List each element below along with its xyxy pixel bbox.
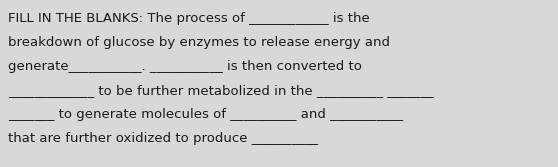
- Text: _______ to generate molecules of __________ and ___________: _______ to generate molecules of _______…: [8, 108, 403, 121]
- Text: breakdown of glucose by enzymes to release energy and: breakdown of glucose by enzymes to relea…: [8, 36, 390, 49]
- Text: generate___________. ___________ is then converted to: generate___________. ___________ is then…: [8, 60, 362, 73]
- Text: that are further oxidized to produce __________: that are further oxidized to produce ___…: [8, 132, 318, 145]
- Text: _____________ to be further metabolized in the __________ _______: _____________ to be further metabolized …: [8, 84, 434, 97]
- Text: FILL IN THE BLANKS: The process of ____________ is the: FILL IN THE BLANKS: The process of _____…: [8, 12, 370, 25]
